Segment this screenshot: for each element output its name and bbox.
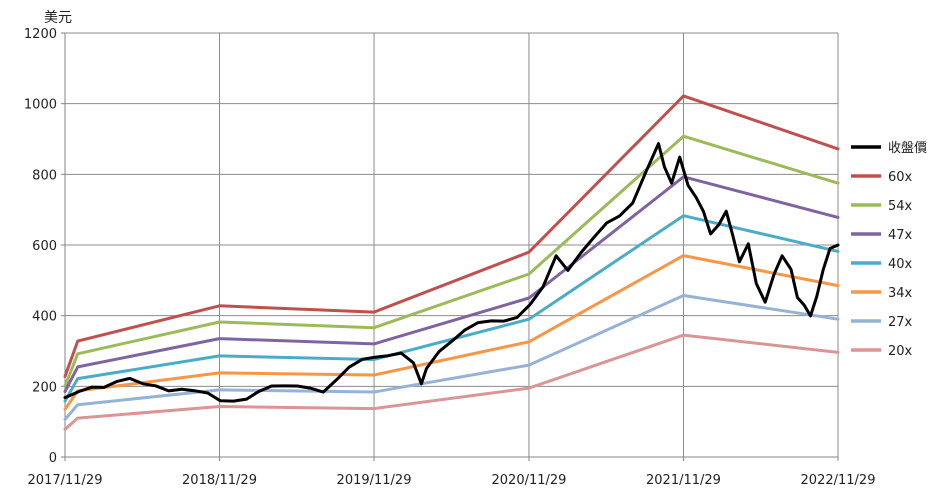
x-tick-label: 2019/11/29 [337,473,412,488]
series-line-54x [63,134,840,388]
legend-label: 40x [888,257,913,272]
series-line-47x [63,175,840,394]
x-tick-label: 2017/11/29 [28,473,103,488]
series-line-60x [63,94,840,378]
y-tick-labels: 0 200 400 600 800 1000 1200 [24,27,57,466]
y-tick-label: 1000 [24,98,57,113]
y-tick-label: 0 [49,451,57,466]
axes [61,32,839,461]
x-tick-label: 2020/11/29 [492,473,567,488]
series-line-20x [63,333,840,431]
legend-label: 20x [888,344,913,359]
legend-label: 收盤價 [888,141,927,156]
legend-label: 60x [888,170,913,185]
series-line-close-price [63,142,840,403]
legend-label: 47x [888,228,913,243]
series-line-40x [63,214,840,403]
y-tick-label: 800 [32,168,57,183]
x-tick-labels: 2017/11/29 2018/11/29 2019/11/29 2020/11/29… [28,473,876,488]
legend-label: 27x [888,315,913,330]
series-line-27x [63,294,840,421]
y-axis-unit: 美元 [44,10,72,26]
y-tick-label: 1200 [24,27,57,42]
legend: 收盤價 60x 54x 47x 40x 34x 27x 20x [851,141,927,359]
x-tick-label: 2022/11/29 [801,473,876,488]
y-tick-label: 400 [32,310,57,325]
legend-label: 34x [888,286,913,301]
x-tick-label: 2018/11/29 [182,473,257,488]
legend-label: 54x [888,199,913,214]
y-tick-label: 200 [32,380,57,395]
series-lines [63,94,840,431]
x-tick-label: 2021/11/29 [646,473,721,488]
gridlines [65,32,839,457]
y-tick-label: 600 [32,239,57,254]
